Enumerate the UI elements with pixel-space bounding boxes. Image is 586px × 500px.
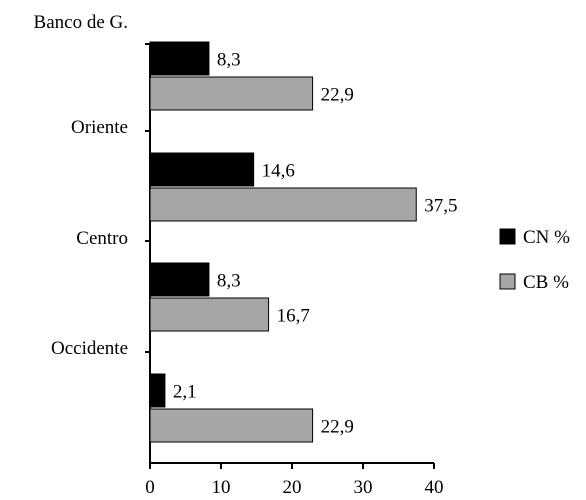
category-label: Centro — [76, 228, 128, 249]
data-label: 37,5 — [424, 196, 457, 217]
category-label: Oriente — [71, 117, 128, 138]
data-label: 8,3 — [217, 271, 241, 292]
x-tick-label: 40 — [425, 477, 444, 498]
data-label: 14,6 — [262, 161, 295, 182]
x-tick-label: 0 — [145, 477, 155, 498]
bar-cn — [149, 262, 210, 297]
data-label: 2,1 — [173, 382, 197, 403]
legend-swatch — [499, 273, 516, 290]
data-label: 8,3 — [217, 50, 241, 71]
x-tick-label: 30 — [354, 477, 373, 498]
bar-cb — [149, 76, 314, 111]
bar-cn — [149, 41, 210, 76]
category-label: Occidente — [51, 338, 128, 359]
bar-cb — [149, 297, 270, 332]
x-tick-label: 20 — [283, 477, 302, 498]
legend-swatch — [499, 228, 516, 245]
legend-label: CB % — [523, 272, 569, 293]
data-label: 16,7 — [277, 306, 310, 327]
category-label: Banco de G. — [34, 12, 128, 33]
bar-cn — [149, 152, 255, 187]
data-label: 22,9 — [321, 85, 354, 106]
x-tick-label: 10 — [212, 477, 231, 498]
legend-label: CN % — [523, 227, 570, 248]
bar-cb — [149, 187, 417, 222]
data-label: 22,9 — [321, 417, 354, 438]
bar-cn — [149, 373, 166, 408]
bar-cb — [149, 408, 314, 443]
